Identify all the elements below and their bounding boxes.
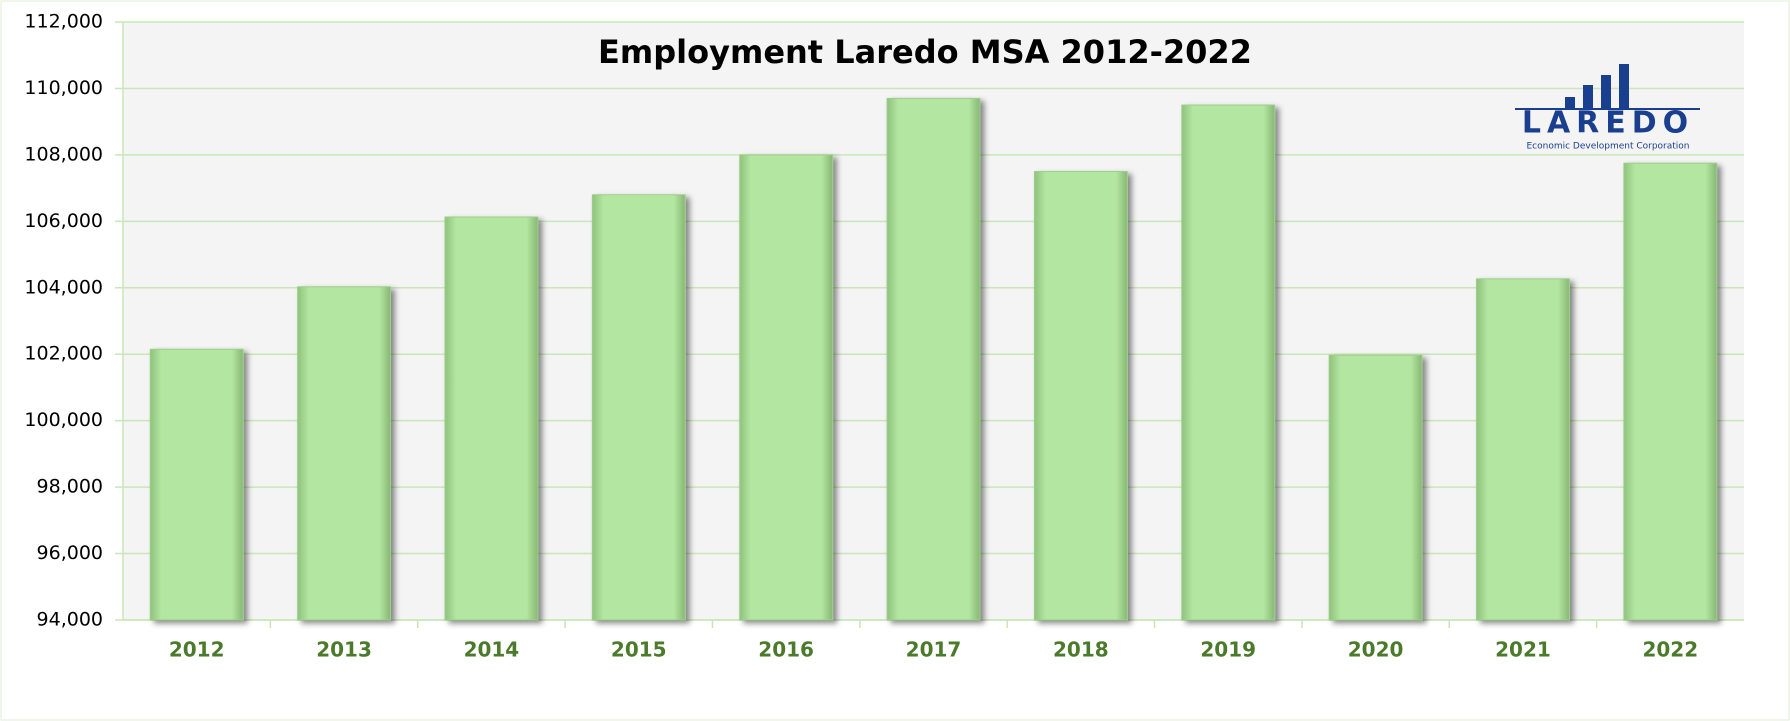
bar [886, 97, 981, 621]
logo-bar [1565, 97, 1575, 109]
bar [1476, 278, 1570, 621]
logo-bar [1601, 75, 1611, 109]
logo-bar [1619, 64, 1629, 109]
bar [1623, 162, 1718, 621]
x-tick-label: 2020 [1348, 638, 1404, 662]
bar [297, 286, 391, 621]
chart-title: Employment Laredo MSA 2012-2022 [598, 33, 1252, 71]
logo-name: LAREDO [1522, 106, 1694, 141]
bar [444, 216, 539, 621]
x-tick-label: 2017 [906, 638, 962, 662]
x-tick-label: 2014 [464, 638, 520, 662]
x-tick-label: 2022 [1642, 638, 1698, 662]
x-tick-label: 2018 [1053, 638, 1109, 662]
bar [1328, 354, 1423, 621]
x-tick-label: 2016 [758, 638, 814, 662]
x-tick-label: 2015 [611, 638, 667, 662]
y-tick-label: 108,000 [24, 143, 103, 165]
y-tick-label: 96,000 [37, 542, 103, 564]
bar [1181, 104, 1276, 621]
logo-tagline: Economic Development Corporation [1526, 142, 1689, 152]
y-tick-label: 106,000 [24, 210, 103, 232]
x-tick-label: 2021 [1495, 638, 1551, 662]
y-tick-label: 98,000 [37, 476, 103, 498]
y-tick-label: 102,000 [24, 343, 103, 365]
bar [739, 154, 834, 621]
x-tick-label: 2019 [1200, 638, 1256, 662]
logo: LAREDO Economic Development Corporation [1515, 64, 1700, 152]
y-tick-label: 110,000 [24, 77, 103, 99]
logo-bar [1583, 85, 1593, 109]
bar [149, 348, 244, 621]
bar [591, 194, 686, 621]
y-tick-label: 94,000 [37, 609, 103, 631]
y-tick-label: 112,000 [24, 11, 103, 33]
x-tick-label: 2013 [316, 638, 372, 662]
bar [1033, 171, 1128, 621]
x-tick-label: 2012 [169, 638, 225, 662]
y-tick-label: 100,000 [24, 409, 103, 431]
y-tick-label: 104,000 [24, 276, 103, 298]
